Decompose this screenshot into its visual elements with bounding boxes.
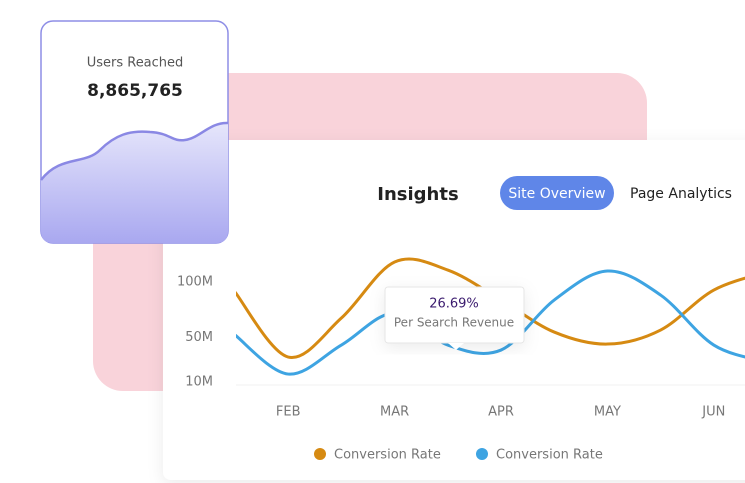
legend-label: Conversion Rate xyxy=(496,448,603,463)
series-line xyxy=(236,269,745,376)
y-tick-label: 10M xyxy=(185,375,213,390)
x-tick-label: APR xyxy=(488,405,514,420)
tab[interactable]: Page Analytics xyxy=(630,186,732,202)
card-title: Users Reached xyxy=(87,56,184,71)
tooltip: 26.69% Per Search Revenue xyxy=(384,286,525,350)
users-card: Users Reached 8,865,765 xyxy=(40,20,229,244)
tooltip-value: 26.69% xyxy=(429,297,479,312)
y-tick-label: 100M xyxy=(177,275,213,290)
plot: 100M 50M 10M FEB MAR APR MAY JUN Conversion Rate… xyxy=(177,257,745,463)
legend-marker xyxy=(476,448,488,460)
y-tick-label: 50M xyxy=(185,330,213,345)
x-tick-label: MAR xyxy=(380,405,409,420)
tooltip-arrow xyxy=(448,343,464,350)
tab[interactable]: Site Overview xyxy=(508,186,605,202)
card-value: 8,865,765 xyxy=(87,81,183,101)
tooltip-label: Per Search Revenue xyxy=(394,316,514,330)
sparkline-area xyxy=(41,122,228,243)
chart-title: Insights xyxy=(377,184,458,205)
x-tick-label: JUN xyxy=(701,405,725,420)
x-tick-label: FEB xyxy=(276,405,301,420)
sparkline xyxy=(40,121,229,181)
tab-active[interactable] xyxy=(500,176,614,210)
x-tick-label: MAY xyxy=(594,405,621,420)
legend-marker xyxy=(314,448,326,460)
legend-label: Conversion Rate xyxy=(334,448,441,463)
